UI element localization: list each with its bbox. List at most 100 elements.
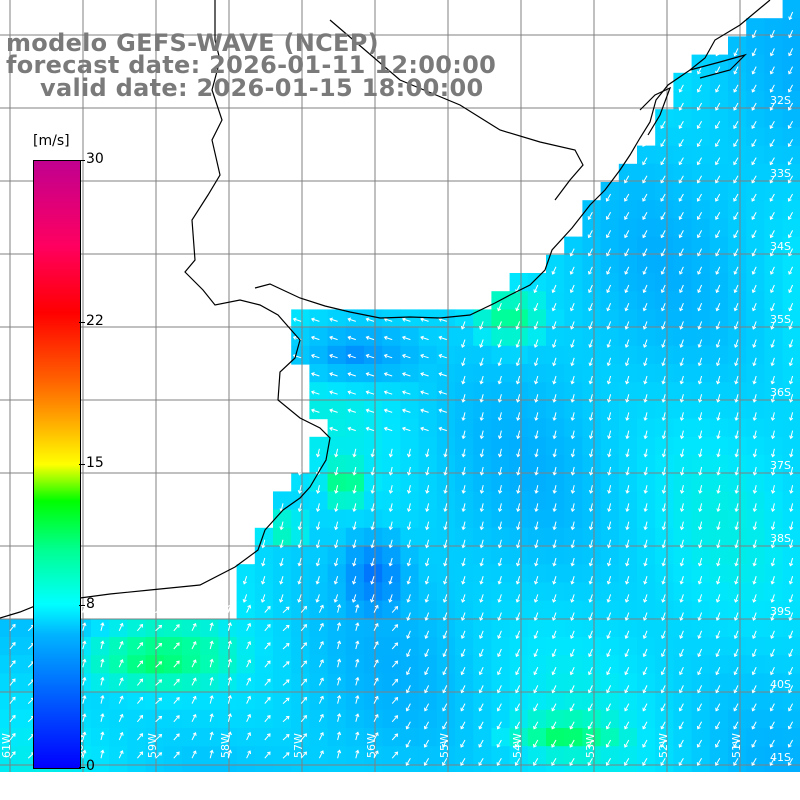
wind-speed-cell [364,655,383,674]
wind-arrow [553,503,557,512]
wind-arrow [462,357,466,366]
wind-arrow-head [100,676,105,681]
wind-speed-cell [436,637,456,656]
wind-arrow-head [734,490,739,494]
wind-arrow [384,336,393,341]
wind-speed-cell [364,691,383,711]
wind-arrow [699,466,703,475]
wind-speed-cell [728,691,747,711]
wind-speed-cell [782,436,800,456]
wind-arrow-head [374,750,379,755]
wind-arrow [460,703,466,711]
wind-arrow [662,412,666,421]
wind-arrow-head [587,216,592,220]
wind-arrow [227,732,231,741]
wind-arrow [698,357,703,366]
wind-arrow-head [678,179,683,184]
wind-arrow [715,230,721,238]
wind-speed-cell [309,564,329,583]
wind-arrow [699,448,703,457]
wind-arrow-head [420,390,424,395]
wind-arrow-head [716,417,721,421]
wind-arrow-head [643,453,648,458]
wind-arrow-head [119,604,124,609]
wind-arrow [642,193,648,202]
wind-speed-cell [618,418,638,438]
wind-arrow-head [661,490,667,494]
wind-arrow-head [438,426,443,431]
wind-speed-cell [691,145,711,165]
wind-speed-cell [764,418,784,438]
wind-arrow [462,503,466,512]
wind-speed-cell [436,527,456,547]
wind-arrow [246,623,251,632]
wind-speed-cell [637,236,656,256]
wind-speed-cell [400,345,420,365]
wind-arrow [402,409,411,413]
wind-arrow [391,751,398,759]
wind-arrow [679,284,684,293]
wind-arrow [535,521,539,530]
wind-speed-cell [637,200,656,219]
wind-arrow-head [139,733,144,737]
wind-arrow-head [734,544,739,549]
wind-speed-cell [327,527,347,547]
wind-arrow [699,430,703,439]
wind-speed-cell [436,709,456,729]
longitude-label: 55W [438,733,451,758]
wind-arrow [735,394,739,403]
wind-speed-cell [564,436,583,456]
wind-arrow-head [370,508,375,513]
wind-arrow [570,703,575,711]
wind-speed-cell [109,764,128,772]
wind-speed-cell [691,764,711,772]
wind-arrow-head [11,696,16,701]
wind-arrow-head [420,335,424,340]
wind-speed-cell [163,673,183,693]
wind-arrow [534,576,539,584]
wind-arrow [715,685,721,693]
wind-arrow [155,679,162,686]
wind-arrow-head [347,408,352,413]
wind-arrow-head [261,544,266,549]
wind-arrow [424,685,430,693]
wind-speed-cell [527,364,547,383]
wind-arrow-head [715,653,720,658]
wind-speed-cell [400,436,420,456]
wind-arrow [608,448,612,457]
wind-arrow [366,427,375,432]
wind-arrow [588,266,593,275]
wind-arrow-head [661,453,666,458]
wind-speed-cell [491,582,511,602]
wind-arrow-head [787,179,792,184]
wind-arrow-head [460,653,465,658]
wind-arrow [191,714,197,723]
wind-speed-cell [436,546,456,565]
wind-arrow [789,576,794,584]
wind-speed-cell [182,728,201,747]
wind-arrow [680,321,684,330]
wind-arrow [329,427,338,432]
wind-speed-cell [400,473,420,492]
wind-speed-cell [764,109,784,128]
wind-arrow [625,594,630,603]
wind-arrow-head [534,435,539,440]
wind-arrow [733,739,739,748]
wind-arrow-head [751,70,756,75]
wind-arrow [316,557,320,566]
wind-speed-cell [582,527,602,547]
wind-speed-cell [691,691,711,711]
wind-arrow-head [605,743,610,748]
wind-speed-cell [546,509,565,529]
wind-arrow-head [443,490,448,494]
wind-arrow [662,503,666,512]
wind-arrow-head [679,325,684,330]
wind-arrow-head [678,161,683,166]
wind-arrow-head [624,362,630,367]
wind-arrow [715,211,721,220]
wind-arrow-head [642,179,646,184]
wind-arrow-head [661,471,667,476]
wind-arrow [499,485,502,494]
wind-speed-cell [709,764,729,772]
wind-speed-cell [582,436,602,456]
